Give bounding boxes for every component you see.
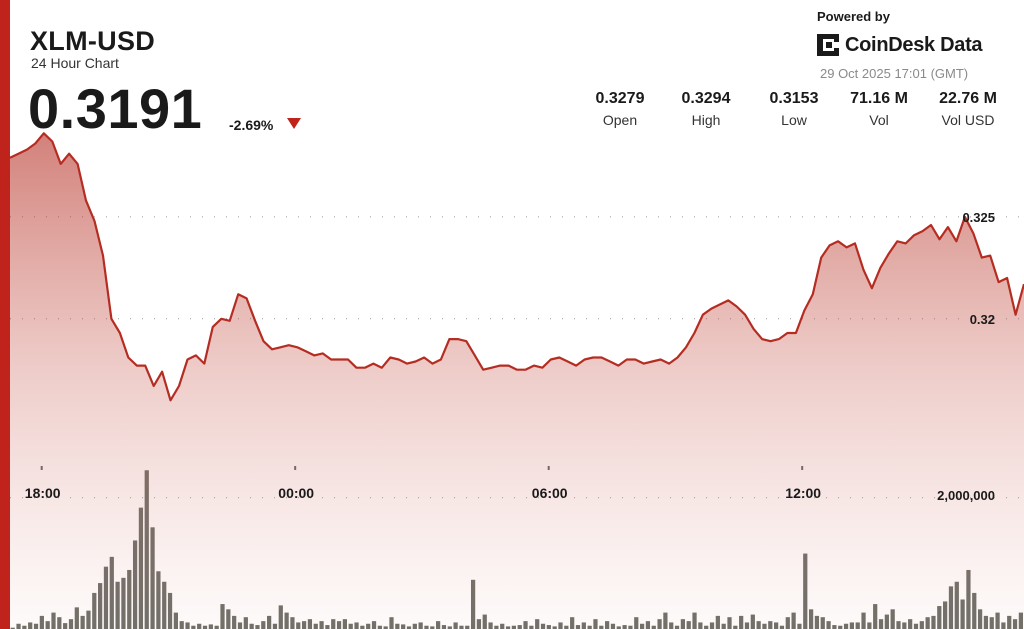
current-price: 0.3191 (28, 77, 203, 140)
stat-value: 0.3279 (595, 90, 645, 107)
price-tick-label: 0.325 (962, 210, 995, 225)
stat-label: Low (781, 112, 807, 128)
page-title: XLM-USD (30, 26, 156, 56)
volume-tick-label: 2,000,000 (937, 488, 995, 503)
stat-label: High (691, 112, 721, 128)
stat-label: Vol USD (941, 112, 995, 128)
down-arrow-icon (287, 118, 301, 129)
price-line (9, 132, 1024, 402)
stat-vol: 71.16 M Vol (834, 90, 924, 128)
stat-low: 0.3153 Low (749, 90, 839, 128)
chart-subtitle: 24 Hour Chart (31, 55, 119, 71)
stat-high: 0.3294 High (661, 90, 751, 128)
powered-by-label: Powered by (817, 9, 890, 24)
axis-labels: 0.325 0.32 2,000,000 18:00 00:00 06:00 12:00 (25, 210, 995, 503)
brand-logo: CoinDesk Data (817, 32, 983, 58)
stat-value: 22.76 M (939, 90, 997, 107)
coindesk-logo-icon (817, 34, 839, 56)
time-tick-label: 18:00 (25, 485, 61, 501)
accent-bar (0, 0, 10, 629)
stat-label: Vol (869, 112, 889, 128)
stat-value: 71.16 M (850, 90, 908, 107)
price-change: -2.69% (229, 117, 274, 133)
time-tick-label: 06:00 (532, 485, 568, 501)
stat-value: 0.3153 (769, 90, 819, 107)
brand-name: CoinDesk Data (845, 33, 983, 56)
stat-value: 0.3294 (681, 90, 731, 107)
timestamp: 29 Oct 2025 17:01 (GMT) (820, 66, 969, 81)
price-tick-label: 0.32 (970, 312, 995, 327)
time-tick-label: 00:00 (278, 485, 314, 501)
stat-vol-usd: 22.76 M Vol USD (923, 90, 1013, 128)
stat-label: Open (602, 112, 638, 128)
stat-open: 0.3279 Open (575, 90, 665, 128)
price-area (10, 133, 1024, 629)
time-tick-label: 12:00 (785, 485, 821, 501)
